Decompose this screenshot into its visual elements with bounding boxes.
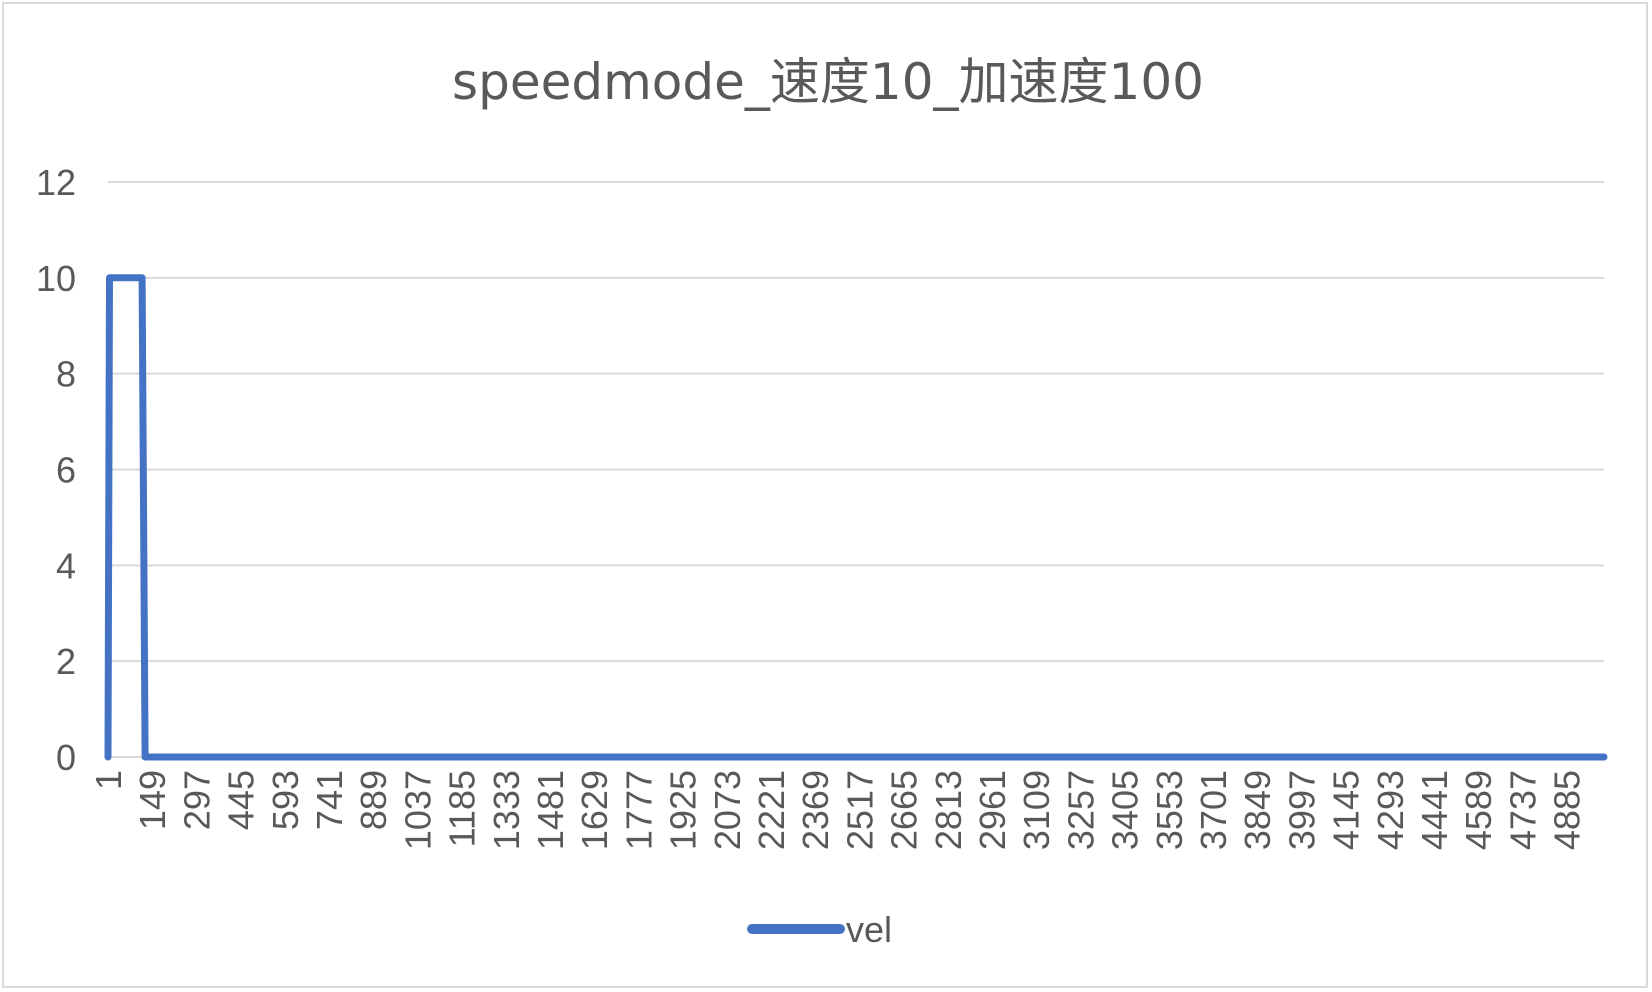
x-tick-label: 4293 bbox=[1370, 770, 1411, 850]
x-tick-label: 1037 bbox=[397, 770, 438, 850]
x-tick-label: 4589 bbox=[1458, 770, 1499, 850]
legend-label-vel: vel bbox=[846, 909, 892, 950]
y-tick-label: 4 bbox=[56, 545, 76, 586]
y-tick-label: 8 bbox=[56, 354, 76, 395]
x-tick-label: 3405 bbox=[1105, 770, 1146, 850]
x-tick-label: 2813 bbox=[928, 770, 969, 850]
x-axis-ticks: 1 149 297 445 593 741 889 1037 1185 1333 1481 1629 1… bbox=[88, 770, 1588, 850]
x-tick-label: 889 bbox=[353, 770, 394, 830]
x-tick-label: 4441 bbox=[1414, 770, 1455, 850]
x-tick-label: 445 bbox=[221, 770, 262, 830]
x-tick-label: 1777 bbox=[618, 770, 659, 850]
x-tick-label: 2369 bbox=[795, 770, 836, 850]
x-tick-label: 741 bbox=[309, 770, 350, 830]
x-tick-label: 3257 bbox=[1060, 770, 1101, 850]
x-tick-label: 3701 bbox=[1193, 770, 1234, 850]
x-tick-label: 3849 bbox=[1237, 770, 1278, 850]
x-tick-label: 4145 bbox=[1326, 770, 1367, 850]
x-tick-label: 149 bbox=[132, 770, 173, 830]
legend: vel bbox=[747, 909, 892, 950]
y-tick-label: 10 bbox=[36, 258, 76, 299]
x-tick-label: 297 bbox=[176, 770, 217, 830]
x-tick-label: 2517 bbox=[839, 770, 880, 850]
x-tick-label: 4885 bbox=[1547, 770, 1588, 850]
y-tick-label: 12 bbox=[36, 162, 76, 203]
y-tick-label: 6 bbox=[56, 450, 76, 491]
x-tick-label: 1185 bbox=[442, 770, 483, 847]
x-tick-label: 1481 bbox=[530, 770, 571, 850]
x-tick-label: 2221 bbox=[751, 770, 792, 850]
x-tick-label: 1629 bbox=[574, 770, 615, 850]
x-tick-label: 1 bbox=[88, 770, 129, 790]
x-tick-label: 4737 bbox=[1502, 770, 1543, 850]
series-line-vel bbox=[104, 274, 1608, 761]
x-tick-label: 2073 bbox=[707, 770, 748, 850]
gridlines bbox=[108, 181, 1604, 758]
x-tick-label: 2665 bbox=[884, 770, 925, 850]
chart-title: speedmode_速度10_加速度100 bbox=[452, 53, 1204, 111]
x-tick-label: 3553 bbox=[1149, 770, 1190, 850]
y-tick-label: 2 bbox=[56, 641, 76, 682]
x-tick-label: 3109 bbox=[1016, 770, 1057, 850]
y-axis-ticks: 0 2 4 6 8 10 12 bbox=[36, 162, 76, 778]
x-tick-label: 2961 bbox=[972, 770, 1013, 850]
x-tick-label: 1333 bbox=[486, 770, 527, 850]
x-tick-label: 3997 bbox=[1281, 770, 1322, 850]
x-tick-label: 1925 bbox=[663, 770, 704, 850]
x-tick-label: 593 bbox=[265, 770, 306, 830]
series-layer bbox=[104, 274, 1608, 761]
y-tick-label: 0 bbox=[56, 737, 76, 778]
